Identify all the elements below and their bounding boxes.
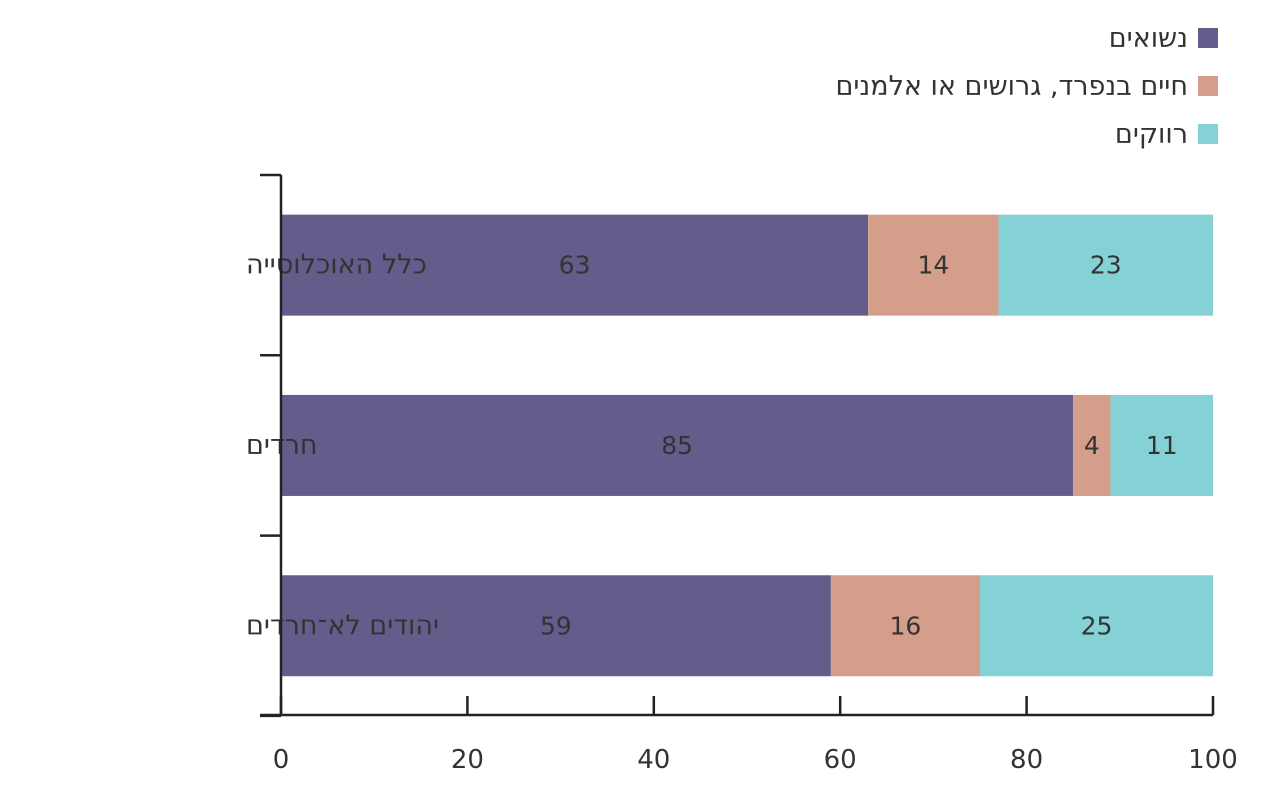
bar-segment xyxy=(281,214,869,316)
data-label: 59 xyxy=(540,611,572,640)
x-tick-label: 40 xyxy=(637,745,670,775)
legend-label-separated: חיים בנפרד, גרושים או אלמנים xyxy=(835,70,1188,102)
legend-item-separated: חיים בנפרד, גרושים או אלמנים xyxy=(835,62,1218,110)
data-label: 11 xyxy=(1146,431,1178,460)
legend-item-married: נשואים xyxy=(835,14,1218,62)
legend-swatch-separated xyxy=(1198,76,1218,96)
x-tick-label: 60 xyxy=(824,745,857,775)
legend-swatch-single xyxy=(1198,124,1218,144)
bar-segment xyxy=(998,214,1213,316)
bar-segment xyxy=(281,575,831,677)
data-label: 14 xyxy=(917,251,949,280)
data-label: 16 xyxy=(890,611,922,640)
bar-segment xyxy=(281,394,1074,496)
bar-segment xyxy=(830,575,980,677)
bar-segment xyxy=(1073,394,1111,496)
legend-item-single: רווקים xyxy=(835,110,1218,158)
x-tick-label: 20 xyxy=(451,745,484,775)
x-tick-label: 0 xyxy=(273,745,290,775)
legend-swatch-married xyxy=(1198,28,1218,48)
data-label: 63 xyxy=(559,251,591,280)
data-label: 85 xyxy=(661,431,693,460)
category-label: יהודים לא־חרדים xyxy=(246,610,439,641)
bar-segment xyxy=(1110,394,1213,496)
legend-label-single: רווקים xyxy=(1114,118,1188,150)
category-label: כלל האוכלוסייה xyxy=(246,250,427,281)
bar-segment xyxy=(980,575,1213,677)
data-label: 25 xyxy=(1081,611,1113,640)
bar-segment xyxy=(868,214,999,316)
x-tick-label: 80 xyxy=(1010,745,1043,775)
data-label: 23 xyxy=(1090,251,1122,280)
x-tick-label: 100 xyxy=(1188,745,1238,775)
legend-label-married: נשואים xyxy=(1108,22,1188,54)
legend: נשואים חיים בנפרד, גרושים או אלמנים רווק… xyxy=(835,14,1218,158)
data-label: 4 xyxy=(1084,431,1100,460)
